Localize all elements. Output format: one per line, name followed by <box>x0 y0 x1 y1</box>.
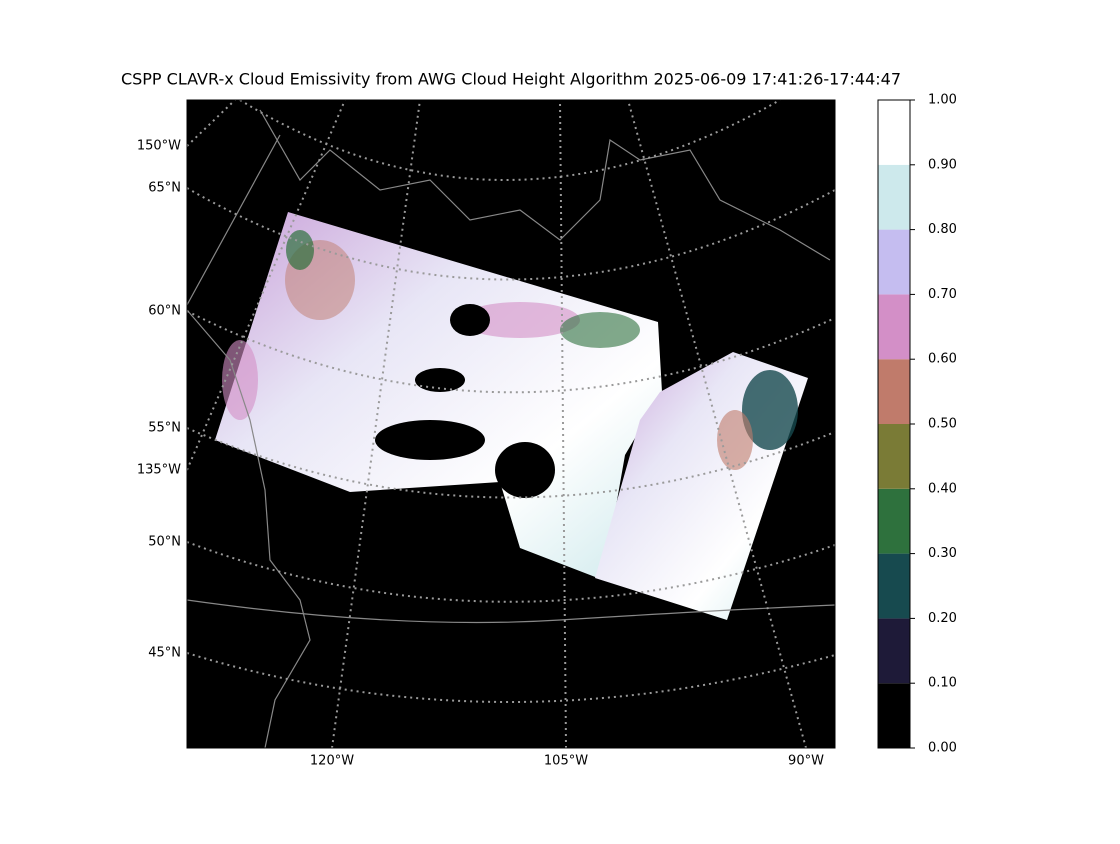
map-label: 105°W <box>544 754 588 769</box>
graticule <box>331 100 421 748</box>
map-label: 60°N <box>148 304 181 319</box>
map-label: 120°W <box>310 754 354 769</box>
map-label: 90°W <box>788 754 824 769</box>
colorbar-segment <box>878 359 910 424</box>
swath-texture <box>222 230 798 498</box>
map-label: 135°W <box>137 463 181 478</box>
colorbar-segment <box>878 164 910 230</box>
graticule <box>559 100 567 748</box>
colorbar: 0.00 0.10 0.20 0.30 0.40 0.50 0.60 0.70 0.80 0.90… <box>878 93 957 756</box>
map-label: 150°W <box>137 139 181 154</box>
map-title: CSPP CLAVR-x Cloud Emissivity from AWG C… <box>121 70 901 89</box>
colorbar-tick-label: 0.90 <box>928 157 957 172</box>
colorbar-tick-label: 0.70 <box>928 287 957 302</box>
graticule <box>187 541 835 603</box>
graticule <box>187 310 835 394</box>
colorbar-frame <box>877 99 911 749</box>
colorbar-segment <box>878 553 910 619</box>
colorbar-tick-label: 0.20 <box>928 611 957 626</box>
coastline <box>187 309 311 748</box>
border <box>187 599 835 624</box>
map-label: 45°N <box>148 646 181 661</box>
colorbar-tick-label: 0.00 <box>928 741 957 756</box>
colorbar-segment <box>878 618 910 684</box>
colorbar-tick-label: 0.30 <box>928 546 957 561</box>
colorbar-segment <box>878 424 910 489</box>
map-frame <box>186 99 836 749</box>
border <box>187 134 281 306</box>
colorbar-segment <box>878 294 910 360</box>
colorbar-tick-label: 0.60 <box>928 352 957 367</box>
colorbar-segment <box>878 229 910 295</box>
graticule <box>187 652 835 703</box>
colorbar-tick-label: 0.40 <box>928 481 957 496</box>
colorbar-segment <box>878 488 910 554</box>
map-label: 65°N <box>148 181 181 196</box>
colorbar-tick-label: 1.00 <box>928 93 957 108</box>
map-label: 50°N <box>148 535 181 550</box>
map <box>187 100 835 748</box>
colorbar-segment <box>878 100 910 165</box>
colorbar-tick-label: 0.80 <box>928 222 957 237</box>
left-labels: 150°W 65°N 60°N 55°N 135°W 50°N 45°N <box>137 139 181 661</box>
graticule <box>627 100 807 748</box>
map-label: 55°N <box>148 421 181 436</box>
colorbar-segment <box>878 683 910 748</box>
graticule <box>187 100 236 147</box>
bottom-labels: 120°W 105°W 90°W <box>310 754 824 769</box>
coastline <box>259 109 831 261</box>
colorbar-tick-label: 0.10 <box>928 676 957 691</box>
graticule <box>187 100 346 471</box>
colorbar-tick-label: 0.50 <box>928 417 957 432</box>
